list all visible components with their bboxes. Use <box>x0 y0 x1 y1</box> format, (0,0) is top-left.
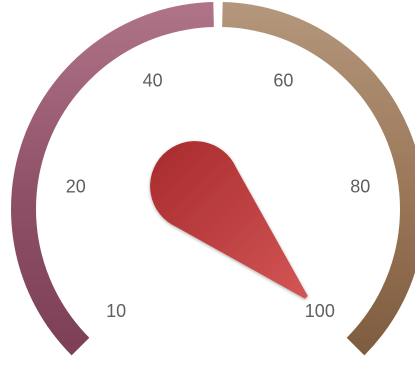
gauge-bands <box>11 2 415 356</box>
gauge-needle <box>150 141 308 299</box>
gauge-tick-labels: 10 20 40 60 80 100 <box>66 71 370 321</box>
gauge-band-0 <box>11 2 214 356</box>
gauge-tick-label-5: 100 <box>305 301 335 321</box>
gauge-tick-label-0: 10 <box>106 301 126 321</box>
gauge-band-1 <box>222 2 415 356</box>
gauge-tick-label-2: 40 <box>143 71 163 91</box>
gauge-tick-label-4: 80 <box>350 176 370 196</box>
gauge-tick-label-3: 60 <box>273 71 293 91</box>
gauge-tick-label-1: 20 <box>66 176 86 196</box>
gauge-needle-group <box>150 141 308 299</box>
